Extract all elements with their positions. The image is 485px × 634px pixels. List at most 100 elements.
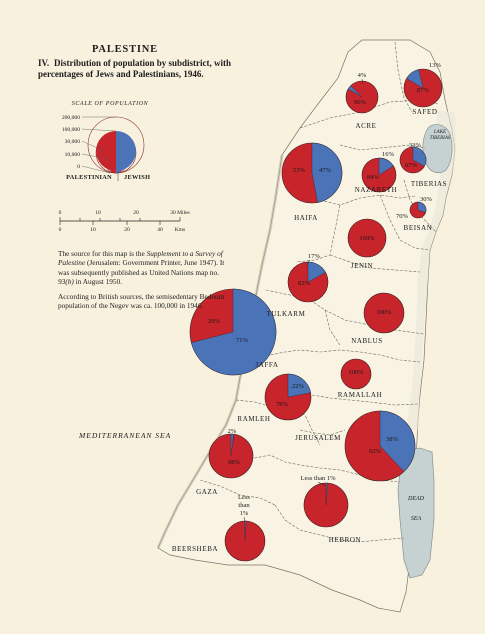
pie-acre [345, 80, 379, 114]
jenin-palestinian-pct: 100% [359, 235, 375, 242]
label-tulkarm: TULKARM [267, 310, 306, 318]
scale-value-100000: 100,000 [62, 127, 80, 133]
pie-hebron [303, 482, 349, 528]
scale-km-40: 40 [157, 227, 163, 233]
haifa-jewish-pct: 47% [319, 167, 332, 174]
beersheba-jewish-pct-2: than [238, 502, 250, 509]
pie-jenin-palestinian-slice [347, 218, 387, 258]
scale-km-0: 0 [59, 227, 62, 233]
acre-palestinian-pct: 96% [354, 99, 367, 106]
label-haifa: HAIFA [294, 214, 318, 222]
pie-ramleh [264, 373, 312, 421]
label-nablus: NABLUS [351, 337, 383, 345]
pie-jenin [347, 218, 387, 258]
pie-tiberias-jewish-slice [412, 146, 427, 167]
pie-nazareth [361, 157, 397, 193]
pie-jaffa-jewish-slice [191, 288, 277, 376]
population-scale-legend: SCALE OF POPULATION 200,000 100,000 30,0… [62, 101, 150, 181]
ramleh-jewish-pct: 22% [292, 383, 305, 390]
leader-lines [232, 78, 364, 523]
tulkarm-jewish-pct: 17% [308, 253, 321, 260]
subdistrict-labels: ACRE SAFED HAIFA NAZARETH TIBERIAS BEISA… [172, 108, 447, 553]
pie-ramallah [340, 358, 372, 390]
label-acre: ACRE [355, 122, 376, 130]
haifa-palestinian-pct: 53% [293, 167, 306, 174]
beisan-palestinian-pct: 70% [396, 213, 409, 220]
scale-tick-0: 0 [59, 210, 62, 216]
beersheba-jewish-pct-1: Less [238, 494, 250, 501]
label-beersheba: BEERSHEBA [172, 545, 218, 553]
mediterranean-sea-label: MEDITERRANEAN SEA [78, 431, 171, 440]
lake-tiberias [422, 124, 453, 173]
jaffa-jewish-pct: 71% [236, 337, 249, 344]
label-ramallah: RAMALLAH [338, 391, 382, 399]
distance-scale-bar: 0 10 20 30 Miles 0 10 20 40 Kms [59, 210, 190, 233]
label-beisan: BEISAN [404, 224, 433, 232]
jaffa-palestinian-pct: 29% [208, 318, 221, 325]
pie-tulkarm-jewish-slice [307, 261, 326, 283]
pie-beisan-jewish-slice [417, 201, 427, 213]
pie-beersheba [224, 520, 266, 562]
pie-nazareth-jewish-slice [378, 157, 394, 176]
label-jenin: JENIN [351, 262, 373, 270]
label-jerusalem: JERUSALEM [295, 434, 341, 442]
jerusalem-palestinian-pct: 62% [369, 448, 382, 455]
label-nazareth: NAZARETH [355, 186, 398, 194]
scale-title: SCALE OF POPULATION [72, 101, 149, 107]
dead-sea [397, 447, 435, 579]
pie-nablus [363, 292, 405, 334]
pie-gaza-jewish-slice [230, 433, 234, 457]
beersheba-jewish-pct-3: 1% [240, 510, 249, 517]
legend-palestinian-label: PALESTINIAN [66, 174, 112, 181]
pie-ramleh-jewish-slice [287, 373, 311, 398]
legend-jewish-label: JEWISH [124, 174, 150, 181]
scale-value-10000: 10,000 [65, 152, 81, 158]
scale-tick-20: 20 [133, 210, 139, 216]
label-jaffa: JAFFA [255, 361, 278, 369]
pie-acre-jewish-slice [347, 85, 363, 98]
label-gaza: GAZA [196, 488, 218, 496]
scale-km-20: 20 [124, 227, 130, 233]
pie-jaffa [189, 288, 277, 376]
hebron-jewish-pct: Less than 1% [300, 475, 336, 482]
nazareth-jewish-pct: 16% [382, 151, 395, 158]
source-notes: The source for this map is the Supplemen… [58, 249, 234, 315]
safed-jewish-pct: 13% [429, 62, 442, 69]
gaza-jewish-pct: 2% [228, 428, 237, 435]
tulkarm-palestinian-pct: 83% [298, 280, 311, 287]
pie-haifa-jewish-slice [311, 142, 343, 203]
note-map-number: 93(b) [58, 277, 74, 287]
percentage-labels: 4% 96% 13% 87% 53% 47% 16% 84% 33% 67% 3… [208, 62, 442, 517]
pie-tiberias [399, 146, 427, 174]
label-ramleh: RAMLEH [237, 415, 270, 423]
pie-ramallah-palestinian-slice [340, 358, 372, 390]
scale-value-200000: 200,000 [62, 115, 80, 121]
pie-jerusalem [344, 410, 416, 482]
pie-safed [403, 68, 443, 108]
acre-jewish-pct: 4% [358, 72, 367, 79]
coastline [156, 154, 284, 549]
scale-km-10: 10 [90, 227, 96, 233]
population-pies [189, 68, 443, 562]
label-hebron: HEBRON [329, 536, 361, 544]
scale-value-0: 0 [77, 164, 80, 170]
gaza-palestinian-pct: 98% [228, 459, 241, 466]
dead-sea-label-2: SEA [411, 516, 422, 522]
scale-leader-lines [81, 116, 117, 174]
lake-tiberias-label-1: LAKE [433, 130, 446, 135]
scale-small-palestinian [109, 159, 116, 173]
label-tiberias: TIBERIAS [411, 180, 447, 188]
pie-gaza [208, 433, 254, 479]
map-title: PALESTINE [92, 44, 158, 55]
scale-jewish-half [116, 131, 136, 171]
tiberias-palestinian-pct: 67% [405, 162, 418, 169]
scale-tick-10: 10 [95, 210, 101, 216]
pie-beisan [409, 201, 427, 219]
label-safed: SAFED [412, 108, 437, 116]
safed-palestinian-pct: 87% [417, 87, 430, 94]
map-subtitle: IV. Distribution of population by subdist… [38, 58, 238, 80]
lake-tiberias-label-2: TIBERIAS [430, 136, 451, 141]
tiberias-jewish-pct: 33% [409, 142, 422, 149]
